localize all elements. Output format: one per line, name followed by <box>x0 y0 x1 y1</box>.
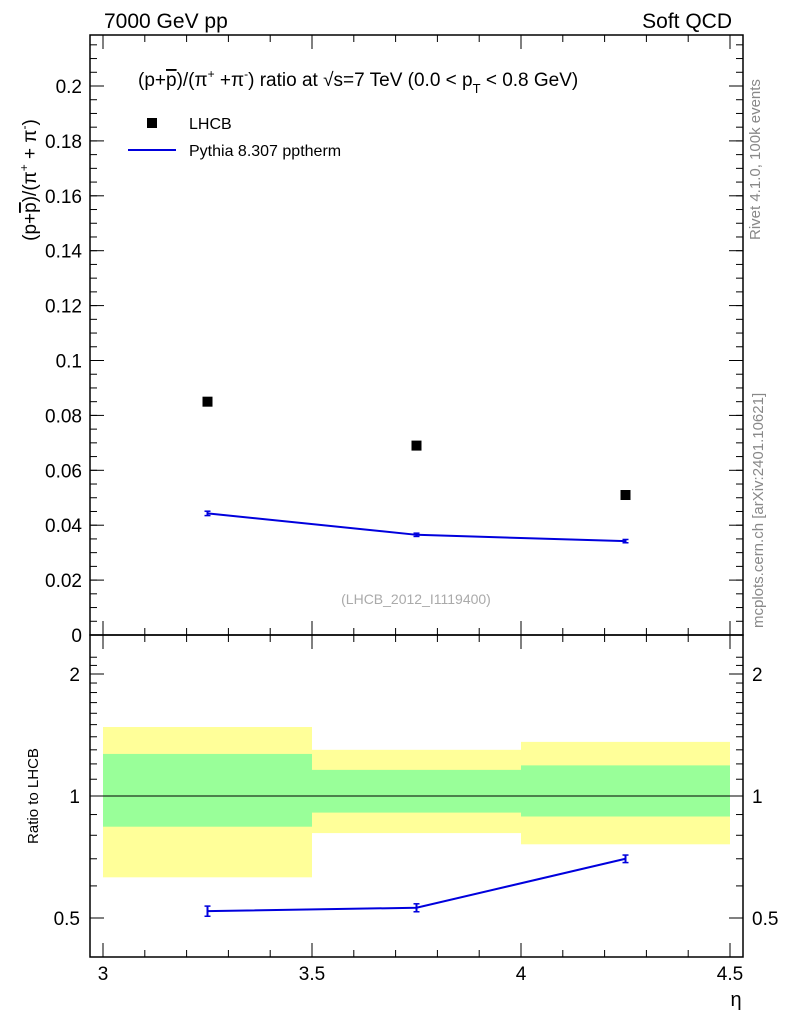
main-panel: 00.020.040.060.080.10.120.140.160.180.2 … <box>17 34 744 647</box>
xtick-label: 4.5 <box>717 964 743 985</box>
main-ytick-label: 0.2 <box>56 77 82 98</box>
header-left: 7000 GeV pp <box>104 10 228 33</box>
ratio-frame <box>89 634 744 958</box>
svg-text:(p+p)/(π+ + π-): (p+p)/(π+ + π-) <box>17 119 41 241</box>
x-axis-label: η <box>730 989 741 1011</box>
ratio-ytick-label-right: 1 <box>752 787 763 808</box>
main-ytick-label: 0.08 <box>45 406 82 427</box>
mcplots-label: mcplots.cern.ch [arXiv:2401.10621] <box>750 393 767 628</box>
ratio-ytick-label-right: 2 <box>752 665 763 686</box>
ratio-ylabel: Ratio to LHCB <box>25 748 42 844</box>
ratio-ytick-label-right: 0.5 <box>752 909 778 930</box>
ratio-band-inner <box>103 753 312 827</box>
main-ylabel: (p+p)/(π+ + π-) <box>17 119 41 241</box>
ratio-panel: 0.5 0.5 1 1 2 2 3 3.5 4 4.5 Ratio to LHCB η <box>25 634 778 1011</box>
analysis-watermark: (LHCB_2012_I1119400) <box>341 591 491 607</box>
main-ytick-label: 0.06 <box>45 461 82 482</box>
main-ytick-label: 0 <box>71 626 82 647</box>
header-right: Soft QCD <box>642 10 732 33</box>
ratio-ytick-label-left: 0.5 <box>54 909 80 930</box>
main-ytick-label: 0.1 <box>56 352 82 373</box>
data-point <box>411 440 422 451</box>
xtick-label: 4 <box>516 964 527 985</box>
main-frame <box>89 34 744 636</box>
main-ytick-label: 0.04 <box>45 516 82 537</box>
legend-label-lhcb: LHCB <box>189 116 232 133</box>
ratio-band-inner <box>312 769 521 813</box>
main-title: (p+p)/(π+ +π-) ratio at √s=7 TeV (0.0 < … <box>138 67 578 96</box>
main-ytick-label: 0.18 <box>45 132 82 153</box>
xtick-label: 3.5 <box>299 964 325 985</box>
ratio-ytick-label-left: 1 <box>69 787 80 808</box>
legend-label-pythia: Pythia 8.307 pptherm <box>189 143 341 160</box>
rivet-label: Rivet 4.1.0, 100k events <box>747 79 764 240</box>
data-point <box>202 396 213 407</box>
main-ytick-label: 0.02 <box>45 571 82 592</box>
ratio-band-inner <box>521 765 730 817</box>
ratio-ytick-label-left: 2 <box>69 665 80 686</box>
legend-marker-lhcb <box>147 118 157 128</box>
main-ytick-label: 0.16 <box>45 187 82 208</box>
data-point <box>620 490 631 501</box>
main-ytick-label: 0.14 <box>45 242 82 263</box>
main-ytick-label: 0.12 <box>45 297 82 318</box>
xtick-label: 3 <box>98 964 109 985</box>
